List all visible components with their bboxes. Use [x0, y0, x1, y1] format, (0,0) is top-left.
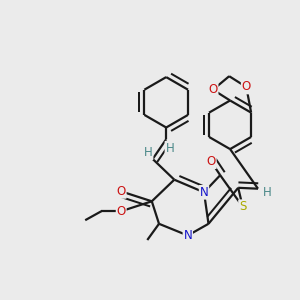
Text: H: H	[144, 146, 153, 159]
Text: H: H	[262, 186, 272, 199]
Text: S: S	[239, 200, 246, 213]
Text: O: O	[117, 185, 126, 198]
Text: O: O	[208, 83, 217, 96]
Text: H: H	[165, 142, 174, 155]
Text: O: O	[207, 155, 216, 168]
Text: N: N	[200, 186, 208, 199]
Text: N: N	[183, 229, 192, 242]
Text: O: O	[117, 205, 126, 218]
Text: O: O	[242, 80, 251, 94]
